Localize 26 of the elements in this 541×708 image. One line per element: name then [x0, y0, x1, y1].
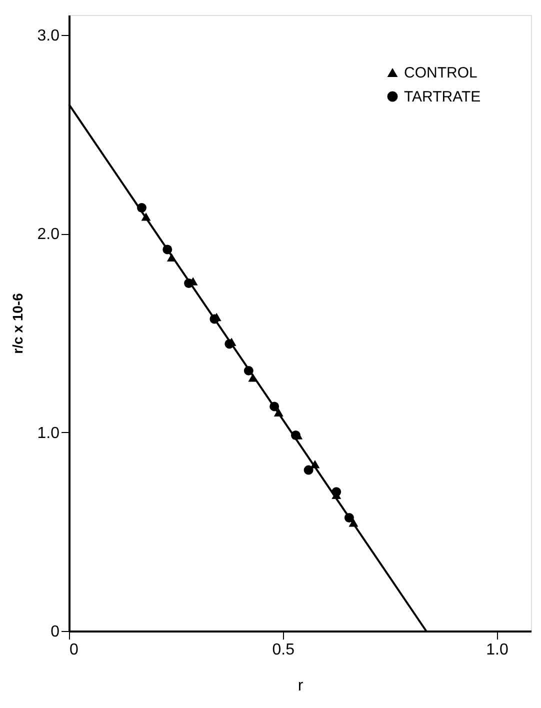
point	[304, 465, 314, 475]
y-tick-label: 1.0	[37, 424, 60, 442]
point	[224, 339, 234, 349]
point	[166, 253, 176, 262]
point	[184, 278, 194, 288]
point	[348, 518, 358, 527]
y-tick-label: 2.0	[37, 226, 60, 244]
point	[332, 487, 342, 497]
point	[136, 203, 146, 212]
point	[274, 408, 284, 417]
point	[344, 513, 354, 522]
legend-label: TARTRATE	[404, 88, 481, 106]
point	[210, 314, 220, 324]
y-tick-label: 0	[50, 624, 60, 640]
point	[244, 366, 254, 376]
legend-label: CONTROL	[404, 64, 478, 82]
x-tick-label: 0.5	[272, 642, 295, 658]
x-axis-title: r	[298, 678, 304, 694]
y-tick-label: 3.0	[37, 27, 60, 44]
point	[270, 402, 280, 412]
point	[141, 212, 151, 221]
point	[162, 244, 172, 254]
x-tick-label: 0	[70, 642, 78, 658]
point	[290, 430, 300, 440]
x-tick-label: 1.0	[486, 642, 508, 658]
y-axis-title: r/c x 10-6	[9, 292, 26, 354]
